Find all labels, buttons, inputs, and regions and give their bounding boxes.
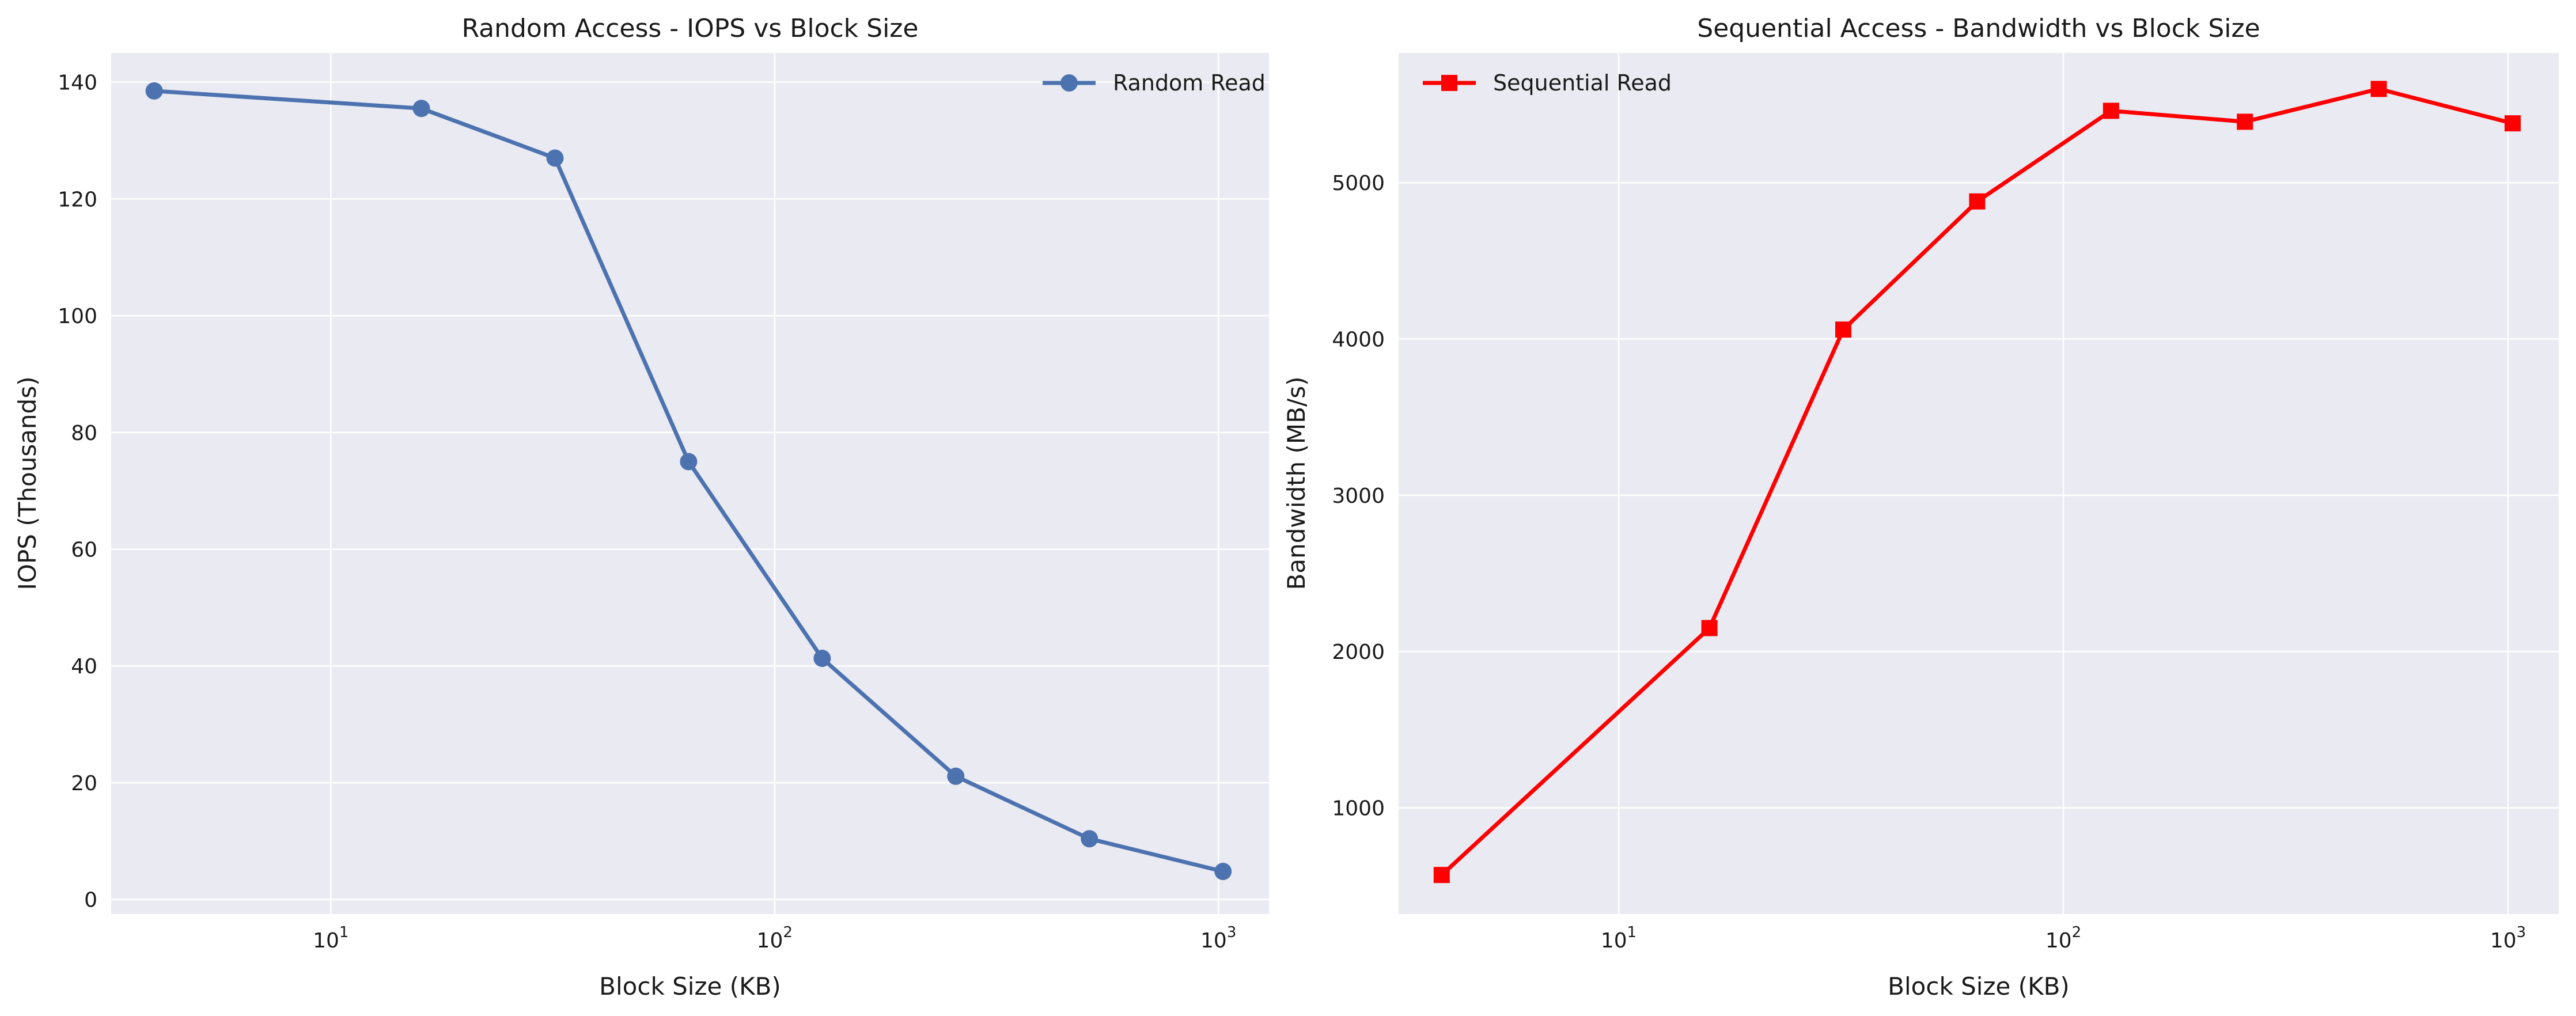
y-tick-label: 4000 bbox=[1332, 328, 1385, 352]
data-point bbox=[2370, 81, 2387, 97]
data-point bbox=[1835, 321, 1852, 338]
data-point bbox=[680, 453, 698, 471]
legend-label: Sequential Read bbox=[1493, 70, 1672, 96]
y-tick-label: 1000 bbox=[1332, 797, 1385, 820]
y-tick-labels: 1000 2000 3000 4000 5000 bbox=[1332, 172, 1385, 820]
chart-title: Sequential Access - Bandwidth vs Block S… bbox=[1697, 14, 2260, 43]
y-tick-label: 60 bbox=[71, 539, 97, 562]
grid-lines bbox=[111, 53, 1269, 914]
data-point bbox=[1214, 863, 1232, 881]
x-tick-label: 101 bbox=[1601, 924, 1636, 953]
x-axis-label: Block Size (KB) bbox=[599, 972, 781, 1000]
data-point bbox=[1969, 193, 1986, 210]
data-point bbox=[2504, 115, 2521, 132]
data-point bbox=[2103, 103, 2119, 119]
y-tick-label: 40 bbox=[71, 655, 97, 678]
y-tick-label: 0 bbox=[84, 889, 97, 912]
x-axis-label: Block Size (KB) bbox=[1888, 972, 2070, 1000]
data-point bbox=[145, 82, 163, 100]
y-tick-label: 2000 bbox=[1332, 640, 1385, 664]
legend: Random Read bbox=[1043, 70, 1266, 96]
series-line-random-read bbox=[154, 89, 1223, 874]
series-line-sequential-read bbox=[1440, 86, 2513, 877]
x-tick-label: 103 bbox=[2490, 924, 2526, 953]
y-tick-label: 120 bbox=[58, 188, 97, 211]
grid-lines bbox=[1399, 53, 2559, 914]
sequential-access-chart: 101 102 103 1000 2000 3000 4000 5000 Sequentia… bbox=[1282, 14, 2559, 1000]
y-tick-labels: 0 20 40 60 80 100 120 140 bbox=[58, 71, 97, 912]
x-tick-label: 102 bbox=[757, 924, 793, 953]
y-tick-label: 100 bbox=[58, 305, 97, 328]
y-tick-label: 20 bbox=[71, 772, 97, 795]
x-tick-label: 101 bbox=[313, 924, 348, 953]
y-axis-label: IOPS (Thousands) bbox=[13, 377, 41, 590]
data-points bbox=[145, 82, 1232, 881]
y-tick-label: 5000 bbox=[1332, 172, 1385, 195]
x-tick-labels: 101 102 103 bbox=[313, 924, 1236, 953]
data-point bbox=[947, 767, 965, 785]
data-point bbox=[1081, 830, 1098, 848]
y-tick-label: 140 bbox=[58, 71, 97, 95]
y-axis-label: Bandwidth (MB/s) bbox=[1282, 377, 1310, 590]
data-point bbox=[1701, 620, 1718, 636]
random-access-chart: 101 102 103 0 20 40 60 80 100 120 140 Random Acce… bbox=[13, 14, 1269, 1000]
legend-label: Random Read bbox=[1113, 70, 1266, 96]
legend-marker bbox=[1441, 75, 1457, 91]
x-tick-label: 102 bbox=[2045, 924, 2081, 953]
legend: Sequential Read bbox=[1423, 70, 1672, 96]
data-point bbox=[813, 650, 831, 668]
y-tick-label: 80 bbox=[71, 422, 97, 445]
x-tick-label: 103 bbox=[1200, 924, 1236, 953]
data-point bbox=[546, 149, 564, 167]
data-point bbox=[1433, 867, 1450, 884]
data-points bbox=[1433, 81, 2521, 884]
data-point bbox=[412, 100, 430, 117]
chart-title: Random Access - IOPS vs Block Size bbox=[462, 14, 919, 43]
x-tick-labels: 101 102 103 bbox=[1601, 924, 2526, 953]
data-point bbox=[2237, 113, 2253, 130]
plot-area bbox=[111, 53, 1269, 914]
y-tick-label: 3000 bbox=[1332, 484, 1385, 508]
legend-marker bbox=[1060, 74, 1078, 92]
